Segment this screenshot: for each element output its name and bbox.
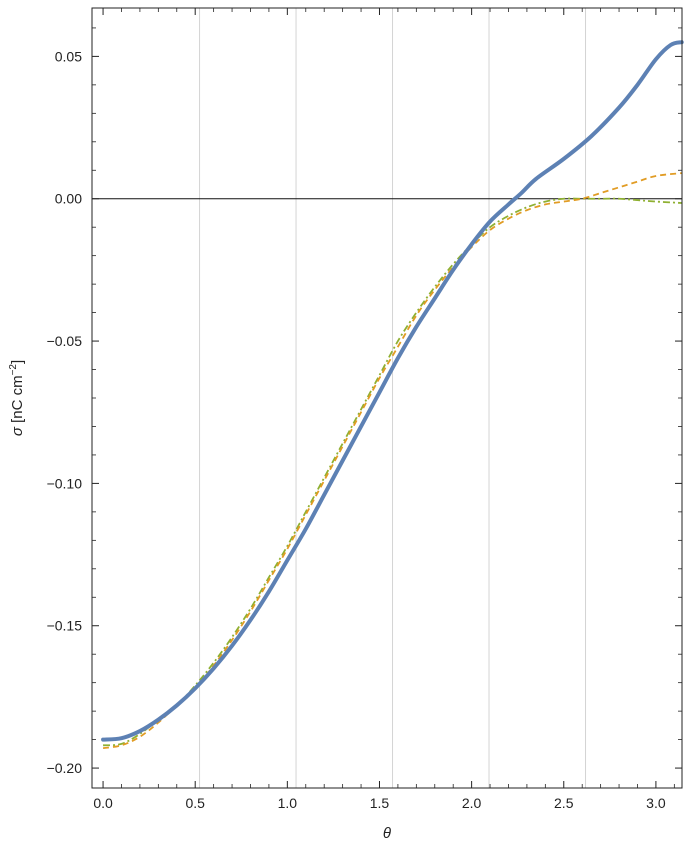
series-line-solid	[101, 40, 684, 742]
x-axis-title: θ	[383, 825, 391, 842]
y-tick-label: −0.05	[47, 333, 83, 349]
x-tick-label: 1.0	[278, 795, 298, 811]
y-axis-unit-exponent: −2	[8, 364, 19, 376]
y-tick-label: −0.15	[47, 618, 83, 634]
x-tick-label: 3.0	[646, 795, 666, 811]
x-tick-label: 1.5	[370, 795, 390, 811]
y-axis-title: σ [nC cm−2]	[8, 360, 26, 436]
y-tick-label: 0.05	[55, 48, 82, 64]
y-axis-symbol: σ	[9, 426, 26, 436]
axis-ticks	[92, 8, 682, 788]
y-tick-label: −0.20	[47, 760, 83, 776]
x-tick-label: 2.5	[554, 795, 574, 811]
series-lines	[101, 40, 684, 750]
y-tick-label: 0.00	[55, 191, 82, 207]
x-tick-label: 0.5	[185, 795, 205, 811]
x-tick-label: 0.0	[93, 795, 113, 811]
gridlines	[92, 8, 682, 788]
y-tick-label: −0.10	[47, 475, 83, 491]
y-axis-unit: [nC cm	[9, 375, 26, 427]
series-line-dashdot	[102, 197, 682, 747]
x-tick-label: 2.0	[462, 795, 482, 811]
tick-labels: 0.0 0.5 1.0 1.5 2.0 2.5 3.0 0.05 0.00 −0.05 −0.10 −…	[47, 48, 666, 811]
y-axis-unit-close: ]	[9, 360, 26, 364]
